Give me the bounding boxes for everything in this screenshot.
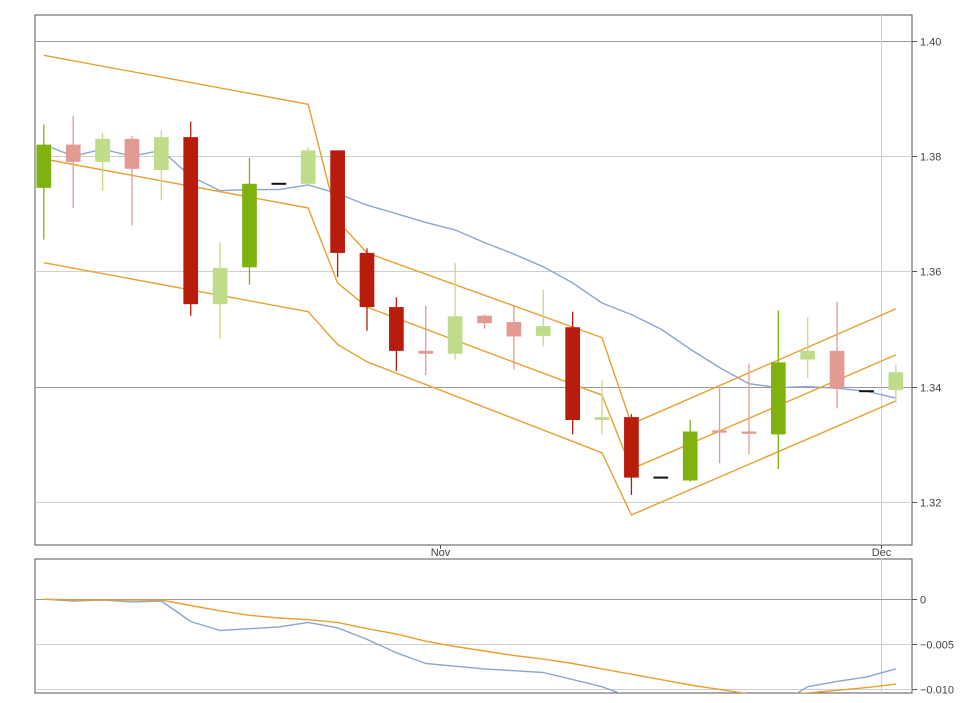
oscillator-panel-grid	[35, 559, 912, 693]
price-tick-label: 1.32	[920, 498, 941, 510]
channel-band-line	[43, 262, 897, 516]
candle-body	[212, 267, 228, 305]
price-tick-label: 1.34	[920, 383, 941, 395]
oscillator-panel-frame	[34, 558, 913, 694]
candlestick	[418, 305, 434, 376]
candle-body	[359, 252, 375, 308]
price-panel-grid	[35, 15, 912, 545]
candlestick	[389, 297, 404, 372]
candle-body	[124, 138, 140, 169]
price-panel-frame	[34, 14, 913, 546]
oscillator-tick-label: 0	[920, 595, 926, 607]
candle-body	[95, 138, 110, 162]
candle-body	[624, 417, 639, 478]
price-y-axis: 1.32 1.34 1.36 1.38 1.40	[912, 37, 941, 510]
candlestick	[300, 147, 316, 184]
candlestick	[153, 130, 169, 201]
candlestick	[359, 248, 375, 331]
month-tick-label: Dec	[872, 547, 892, 559]
candle-body	[535, 326, 551, 336]
candlestick	[124, 135, 140, 226]
candlestick	[95, 133, 110, 191]
candle-body	[242, 183, 257, 268]
candlestick	[712, 388, 727, 464]
candle-body	[800, 350, 816, 360]
candle-body	[153, 137, 169, 170]
candlestick	[888, 364, 904, 403]
candlestick	[477, 314, 492, 329]
candle-body	[741, 431, 757, 434]
candle-body	[418, 350, 434, 354]
candlestick	[565, 311, 581, 435]
candlestick	[506, 305, 522, 370]
candle-body	[829, 350, 845, 389]
candle-body	[389, 307, 404, 351]
candle-body	[506, 322, 522, 337]
candle-body	[477, 315, 492, 324]
candle-body	[888, 372, 904, 391]
candlestick	[594, 379, 610, 435]
candlestick	[829, 301, 845, 409]
candle-body	[712, 430, 727, 433]
candle-body	[183, 137, 199, 305]
price-tick-label: 1.40	[920, 37, 941, 49]
candlestick	[624, 414, 639, 495]
oscillator-tick-label: −0.005	[920, 640, 954, 652]
candlestick	[800, 317, 816, 378]
date-x-axis: Nov Dec	[431, 545, 892, 559]
candlestick	[330, 150, 345, 278]
candlestick	[183, 121, 199, 316]
candle-body	[330, 150, 345, 253]
candlestick	[242, 157, 257, 285]
candlestick	[770, 310, 786, 469]
candle-body	[770, 362, 786, 435]
candlestick	[682, 419, 698, 482]
candlestick	[65, 115, 81, 208]
candlestick	[535, 289, 551, 347]
price-panel-plot	[36, 54, 904, 516]
candle-body	[65, 144, 81, 162]
oscillator-line-blue	[43, 598, 896, 693]
oscillator-tick-label: −0.010	[920, 685, 954, 697]
price-tick-label: 1.38	[920, 152, 941, 164]
price-tick-label: 1.36	[920, 267, 941, 279]
oscillator-y-axis: 0 −0.005 −0.010	[912, 595, 954, 697]
candlestick	[741, 363, 757, 455]
candlestick	[212, 242, 228, 339]
oscillator-panel-plot	[43, 598, 896, 693]
month-tick-label: Nov	[431, 547, 451, 559]
candle-body	[36, 144, 52, 188]
candle-body	[682, 431, 698, 481]
candle-body	[594, 417, 610, 420]
candle-body	[565, 327, 581, 420]
oscillator-line-orange	[43, 598, 896, 693]
candlestick	[447, 262, 463, 360]
candle-body	[447, 316, 463, 354]
candlestick	[36, 124, 52, 240]
candle-body	[300, 150, 316, 184]
